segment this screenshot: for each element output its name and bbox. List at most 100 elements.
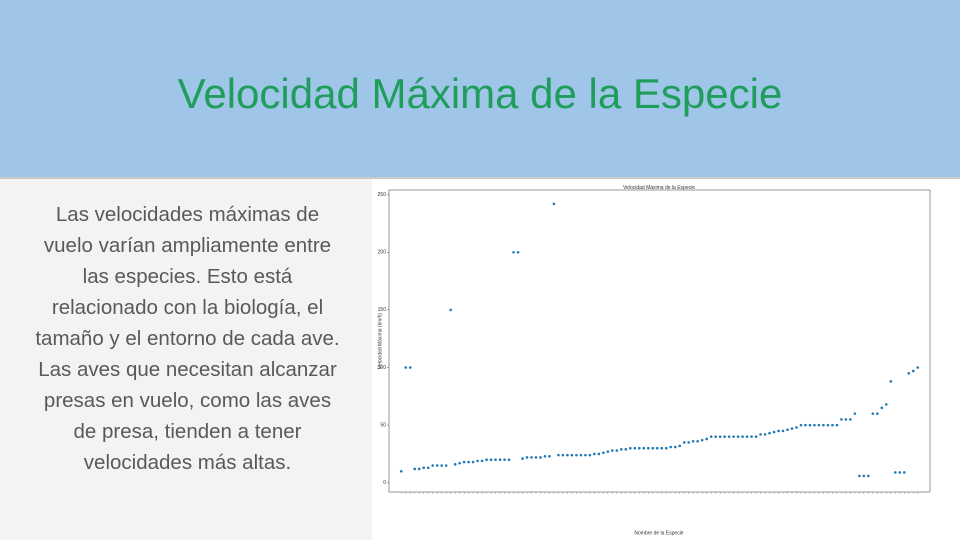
point: [700, 438, 704, 442]
body-line: velocidades más altas.: [83, 451, 292, 474]
point: [871, 412, 875, 415]
point: [880, 406, 884, 410]
point: [476, 459, 479, 463]
point: [431, 464, 434, 467]
point: [646, 446, 650, 450]
point: [516, 250, 520, 254]
point: [745, 435, 749, 438]
point: [804, 423, 807, 427]
body-text: Las velocidades máximas de vuelo varían a…: [10, 199, 365, 478]
point: [417, 467, 421, 471]
y-tick-label: 150: [378, 307, 387, 313]
point: [772, 430, 776, 434]
point: [808, 423, 812, 427]
point: [584, 453, 587, 457]
point: [795, 426, 798, 429]
point: [781, 429, 785, 433]
point: [408, 366, 412, 369]
point: [696, 439, 699, 443]
point: [911, 369, 915, 373]
point: [777, 429, 780, 433]
body-line: presas en vuelo, como las aves: [43, 389, 332, 412]
point: [718, 435, 722, 438]
slide-title: Velocidad Máxima de la Especie: [177, 70, 783, 117]
point: [669, 445, 673, 449]
point: [552, 202, 556, 206]
point: [768, 431, 771, 435]
point: [678, 444, 682, 448]
point: [898, 471, 902, 474]
point: [799, 423, 803, 427]
point: [530, 456, 533, 459]
point: [404, 366, 408, 369]
point: [480, 459, 484, 463]
point: [741, 435, 744, 438]
point: [489, 458, 493, 462]
y-tick-label: 0: [383, 480, 386, 486]
point: [862, 474, 866, 478]
text-panel: Las velocidades máximas de vuelo varían a…: [0, 179, 372, 540]
point: [885, 403, 888, 406]
point: [503, 458, 506, 462]
point: [826, 423, 830, 427]
point: [858, 474, 861, 478]
point: [422, 466, 426, 470]
point: [534, 456, 538, 459]
point: [561, 453, 565, 457]
point: [759, 433, 762, 436]
point: [548, 454, 551, 458]
point: [750, 435, 753, 438]
point: [458, 461, 461, 465]
point: [399, 469, 403, 473]
point: [539, 456, 542, 459]
point: [736, 435, 740, 438]
point: [435, 464, 439, 467]
point: [467, 460, 470, 464]
point: [575, 453, 578, 457]
point: [732, 435, 735, 438]
point: [660, 446, 664, 450]
body-line: de presa, tienden a tener: [73, 420, 302, 443]
point: [624, 448, 628, 451]
point: [629, 446, 632, 450]
point: [673, 445, 677, 449]
chart-background: [376, 185, 936, 537]
point: [642, 446, 646, 450]
point: [588, 453, 592, 457]
point: [494, 458, 497, 462]
point: [840, 418, 843, 421]
y-tick-label: 200: [378, 250, 387, 256]
point: [525, 456, 529, 459]
y-axis-label: Velocidad Máxima (km/h): [377, 313, 383, 369]
point: [593, 452, 596, 456]
point: [849, 418, 852, 421]
point: [543, 454, 547, 458]
body-line: las especies. Esto está: [82, 265, 293, 288]
point: [566, 453, 569, 457]
y-tick-label: 50: [380, 422, 386, 428]
body-line: relacionado con la biología, el: [51, 296, 324, 319]
point: [907, 371, 911, 375]
point: [620, 448, 623, 451]
body-line: Las aves que necesitan alcanzar: [38, 358, 337, 381]
point: [691, 439, 695, 443]
point: [471, 460, 475, 464]
point: [597, 452, 601, 456]
point: [633, 446, 637, 450]
point: [822, 423, 825, 427]
point: [664, 446, 668, 450]
point: [426, 466, 430, 470]
point: [440, 464, 443, 467]
y-tick-label: 250: [378, 192, 387, 198]
y-tick-label: 100: [378, 365, 387, 371]
point: [916, 366, 920, 369]
point: [637, 446, 641, 450]
x-axis-label: Nombre de la Especie: [634, 530, 683, 536]
point: [902, 471, 906, 474]
point: [606, 450, 610, 453]
body-line: Las velocidades máximas de: [55, 203, 320, 226]
point: [512, 250, 515, 254]
point: [867, 474, 870, 478]
point: [790, 427, 794, 430]
